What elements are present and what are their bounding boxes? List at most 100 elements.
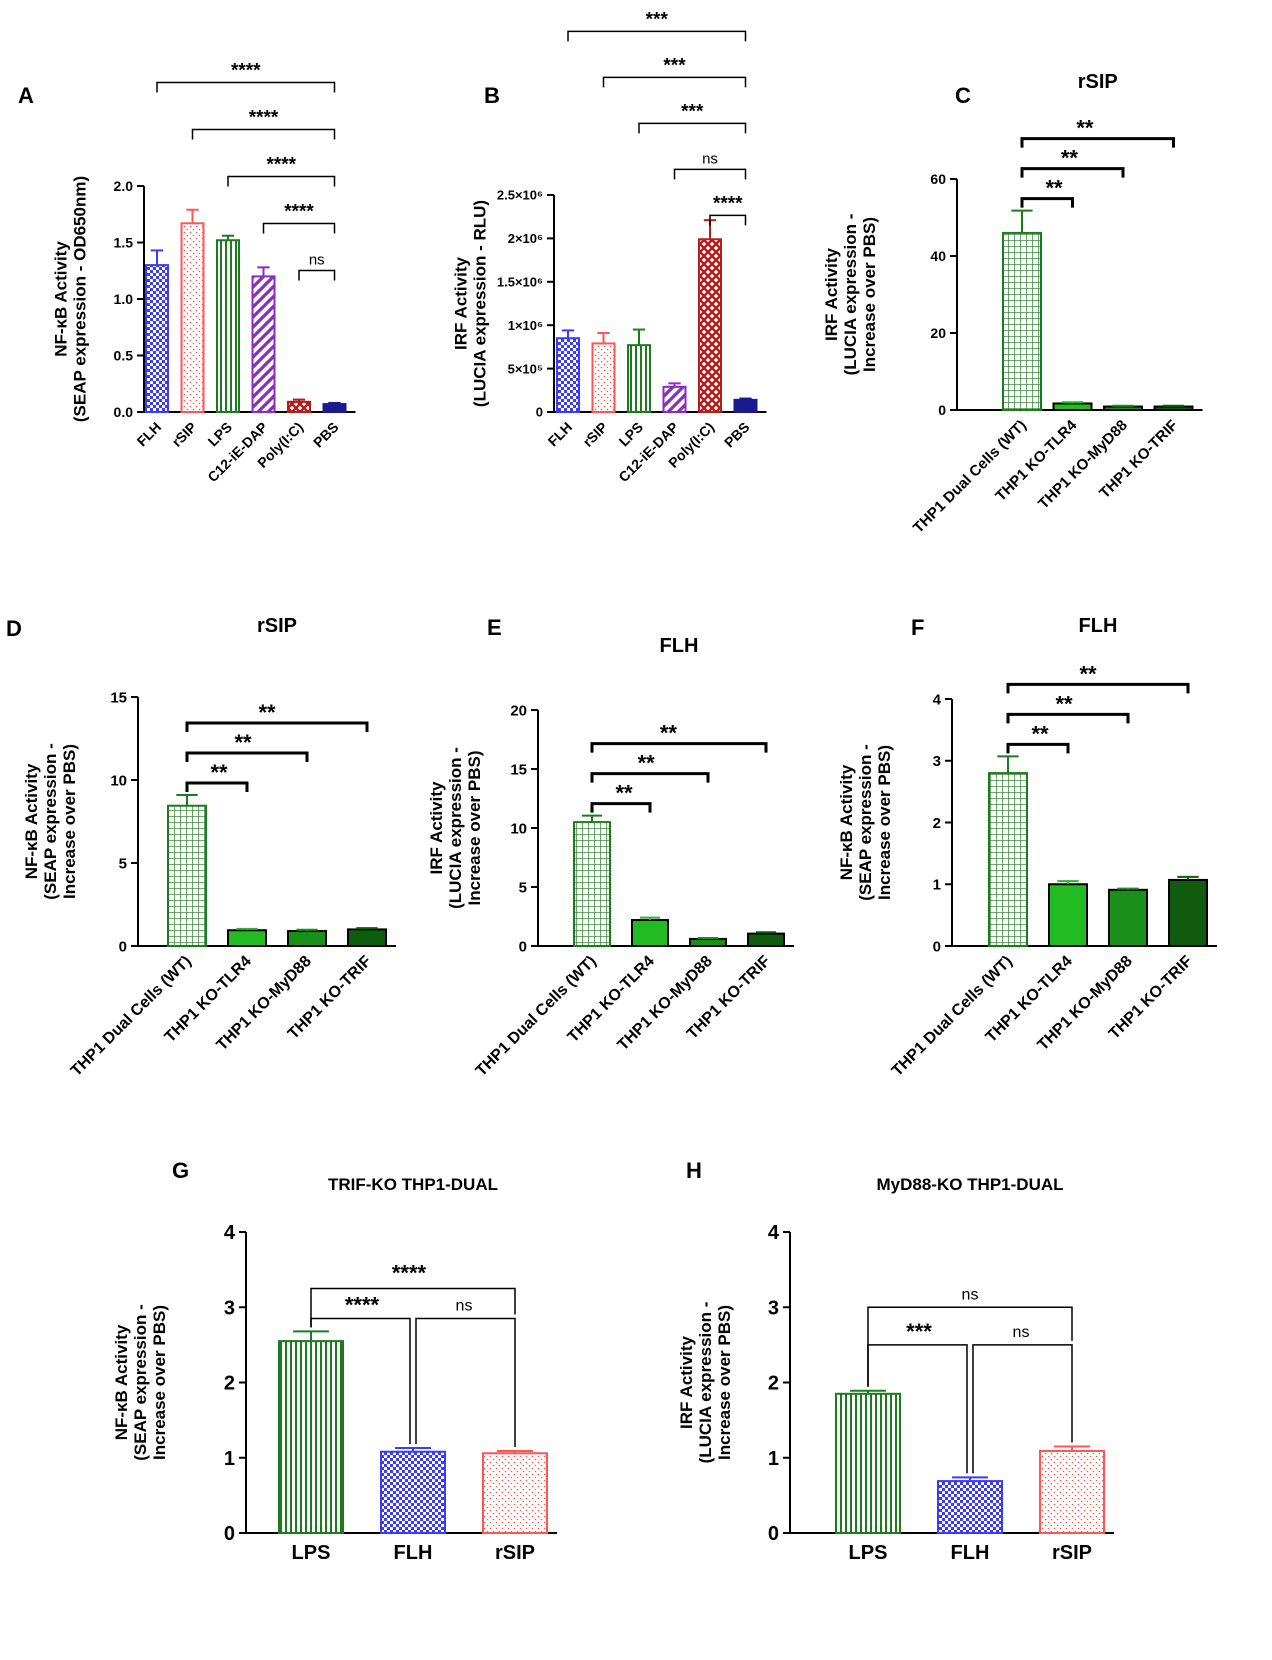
- bar: [591, 342, 616, 414]
- significance-bracket: [191, 128, 336, 140]
- panel-label: G: [172, 1158, 189, 1183]
- significance-bracket: [227, 175, 336, 187]
- y-tick-label: 5: [519, 879, 527, 896]
- bar: [631, 919, 669, 947]
- bar: [180, 222, 205, 413]
- panel-title: FLH: [1079, 615, 1118, 637]
- y-tick-label: 3: [933, 753, 941, 770]
- y-axis-label-line: IRF Activity: [452, 257, 471, 350]
- bar: [1168, 878, 1208, 947]
- panel-label: H: [686, 1158, 702, 1183]
- significance-bracket: [1020, 137, 1175, 148]
- significance-label: ***: [681, 101, 704, 122]
- bar: [988, 772, 1028, 947]
- significance-label: ****: [713, 193, 743, 214]
- panel-h: H MyD88-KO THP1-DUAL 0 1 2 3 4 IRF Activity (LUC…: [677, 1158, 1114, 1564]
- y-tick-label: 2.0: [114, 178, 134, 194]
- y-axis-label-line: (LUCIA expression -: [841, 214, 860, 376]
- x-tick-label: FLH: [951, 1542, 990, 1564]
- panel-label: C: [955, 83, 971, 108]
- bar: [1108, 888, 1148, 947]
- panel-b: B 0 5×10⁵ 1×10⁶ 1.5×10⁶ 2×10⁶ 2.5×10⁶ IRF Activ…: [452, 9, 767, 485]
- significance-bracket: [1006, 682, 1190, 694]
- significance-bracket: [1006, 712, 1130, 724]
- panel-title: FLH: [660, 635, 699, 657]
- significance-bracket: [709, 214, 747, 226]
- y-tick-label: 1: [933, 877, 941, 894]
- y-tick-label: 2×10⁶: [508, 231, 543, 246]
- bar: [216, 239, 240, 413]
- bar: [698, 238, 722, 413]
- significance-bracket: [185, 781, 249, 792]
- x-tick-label: THP1 Dual Cells (WT): [68, 953, 195, 1080]
- panel-label: B: [484, 83, 500, 108]
- x-tick-label: PBS: [721, 419, 753, 451]
- bar: [167, 804, 207, 947]
- significance-bracket: [1006, 742, 1070, 754]
- panel-label: A: [18, 83, 34, 108]
- y-tick-label: 0: [224, 1523, 235, 1545]
- significance-label: ****: [249, 107, 279, 128]
- significance-bracket: [185, 721, 369, 732]
- y-tick-label: 0: [536, 405, 543, 420]
- bar: [380, 1450, 446, 1534]
- y-axis-label-line: (SEAP expression -: [856, 744, 875, 901]
- y-axis-label-line: Increase over PBS): [150, 1305, 169, 1460]
- y-axis-label-line: (LUCIA expression -: [446, 747, 465, 909]
- significance-label: ns: [309, 251, 325, 268]
- y-tick-label: 1.5: [114, 235, 134, 251]
- significance-bracket: [590, 772, 710, 783]
- significance-label: **: [615, 781, 633, 806]
- bar: [347, 928, 387, 948]
- bar: [733, 398, 758, 413]
- y-tick-label: 4: [224, 1222, 236, 1244]
- y-axis-label-line: (LUCIA expression -: [696, 1302, 715, 1464]
- bar: [1002, 231, 1042, 411]
- significance-bracket: [156, 81, 336, 93]
- y-axis-label-line: Increase over PBS): [465, 751, 484, 906]
- significance-bracket: [638, 122, 747, 134]
- y-tick-label: 3: [224, 1297, 235, 1319]
- significance-label: ns: [962, 1286, 979, 1303]
- significance-label: **: [1079, 661, 1097, 686]
- x-tick-label: THP1 Dual Cells (WT): [473, 953, 600, 1080]
- significance-label: **: [258, 700, 276, 725]
- panel-label: E: [487, 615, 502, 640]
- y-axis-label: IRF Activity (LUCIA expression - Increase …: [822, 214, 879, 376]
- bar: [482, 1452, 548, 1534]
- y-tick-label: 20: [510, 702, 527, 719]
- y-tick-label: 15: [110, 689, 127, 706]
- y-tick-label: 1.0: [114, 291, 134, 307]
- y-tick-label: 2: [224, 1373, 235, 1395]
- y-tick-label: 2.5×10⁶: [497, 188, 543, 203]
- y-tick-label: 5: [119, 855, 127, 872]
- panel-label: D: [6, 616, 22, 641]
- y-tick-label: 20: [930, 325, 946, 341]
- bar: [287, 400, 311, 413]
- significance-bracket: [867, 1306, 1073, 1387]
- panel-title: TRIF-KO THP1-DUAL: [328, 1175, 498, 1194]
- bar: [556, 337, 580, 413]
- bar: [937, 1480, 1003, 1535]
- significance-label: ***: [906, 1319, 932, 1344]
- y-axis-label-line: IRF Activity: [822, 248, 841, 341]
- y-tick-label: 60: [930, 171, 946, 187]
- y-axis-label: IRF Activity (LUCIA expression - RLU): [452, 200, 490, 407]
- y-axis-label-line: NF-κB Activity: [52, 241, 71, 357]
- bar: [227, 929, 267, 947]
- y-tick-label: 2: [768, 1373, 779, 1395]
- significance-label: **: [1061, 146, 1079, 171]
- x-tick-label: rSIP: [495, 1542, 535, 1564]
- bar: [835, 1392, 901, 1534]
- x-tick-label: THP1 Dual Cells (WT): [889, 953, 1016, 1080]
- significance-label: ***: [663, 55, 686, 76]
- significance-label: **: [234, 730, 252, 755]
- significance-bracket: [1020, 167, 1125, 178]
- y-tick-label: 0: [119, 938, 127, 955]
- y-tick-label: 0: [933, 938, 941, 955]
- significance-bracket: [262, 222, 336, 234]
- bar: [1153, 405, 1194, 412]
